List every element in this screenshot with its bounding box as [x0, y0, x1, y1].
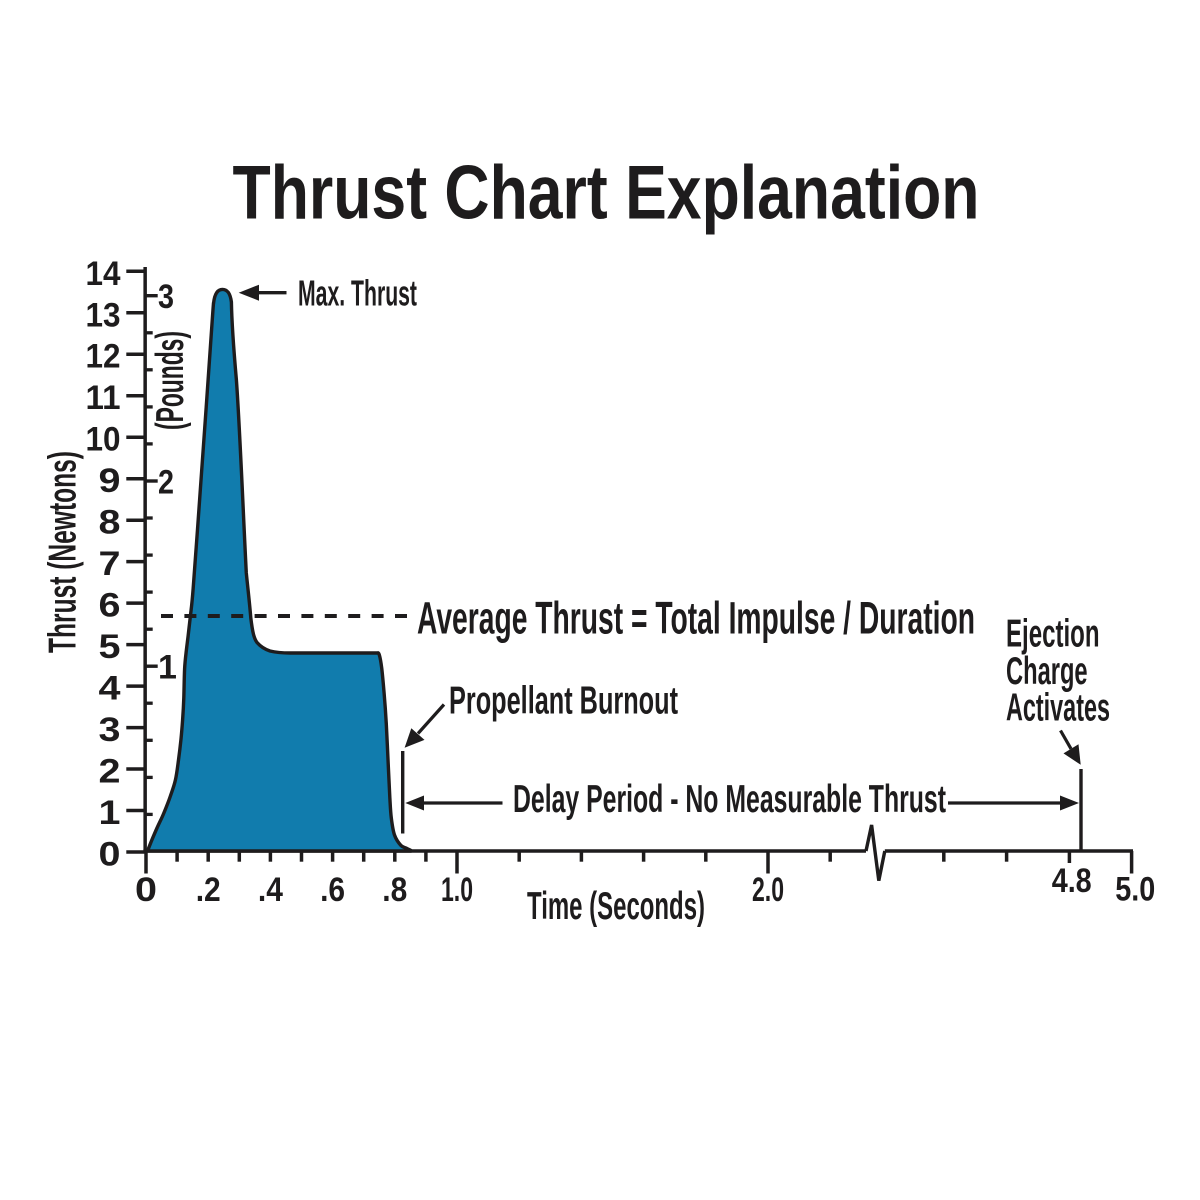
svg-text:Time (Seconds): Time (Seconds)	[527, 885, 705, 928]
svg-text:10: 10	[86, 421, 121, 459]
svg-text:3: 3	[158, 278, 174, 316]
svg-text:12: 12	[86, 338, 121, 376]
svg-text:.8: .8	[382, 871, 407, 909]
svg-text:Ejection: Ejection	[1006, 613, 1100, 656]
svg-text:.6: .6	[320, 871, 345, 909]
svg-text:.4: .4	[258, 871, 283, 909]
svg-text:Average Thrust = Total Impulse: Average Thrust = Total Impulse / Duratio…	[417, 593, 975, 644]
svg-text:5.0: 5.0	[1115, 871, 1155, 909]
svg-text:5: 5	[99, 628, 121, 666]
svg-text:Max. Thrust: Max. Thrust	[298, 273, 417, 314]
svg-text:3: 3	[99, 711, 121, 749]
svg-text:2.0: 2.0	[752, 871, 784, 909]
svg-text:9: 9	[99, 462, 121, 500]
svg-text:1: 1	[99, 794, 121, 832]
svg-text:6: 6	[99, 587, 121, 625]
svg-text:Charge: Charge	[1006, 650, 1088, 693]
svg-text:7: 7	[99, 545, 121, 583]
svg-text:Thrust Chart Explanation: Thrust Chart Explanation	[233, 150, 980, 235]
svg-text:1.0: 1.0	[441, 871, 473, 909]
svg-text:1: 1	[158, 649, 177, 687]
svg-text:Delay Period - No Measurable T: Delay Period - No Measurable Thrust	[513, 778, 946, 821]
svg-text:2: 2	[158, 464, 174, 502]
svg-text:Propellant Burnout: Propellant Burnout	[449, 680, 678, 723]
svg-text:11: 11	[86, 379, 121, 417]
svg-text:14: 14	[86, 255, 121, 293]
svg-text:4: 4	[99, 670, 121, 708]
svg-text:8: 8	[99, 504, 121, 542]
svg-text:0: 0	[135, 871, 157, 909]
svg-text:0: 0	[99, 836, 121, 874]
svg-text:2: 2	[99, 753, 121, 791]
svg-text:4.8: 4.8	[1052, 862, 1092, 900]
svg-text:(Pounds): (Pounds)	[149, 331, 192, 430]
svg-text:13: 13	[86, 296, 121, 334]
svg-text:Thrust (Newtons): Thrust (Newtons)	[42, 451, 85, 653]
svg-text:Activates: Activates	[1006, 687, 1110, 730]
svg-text:.2: .2	[196, 871, 221, 909]
